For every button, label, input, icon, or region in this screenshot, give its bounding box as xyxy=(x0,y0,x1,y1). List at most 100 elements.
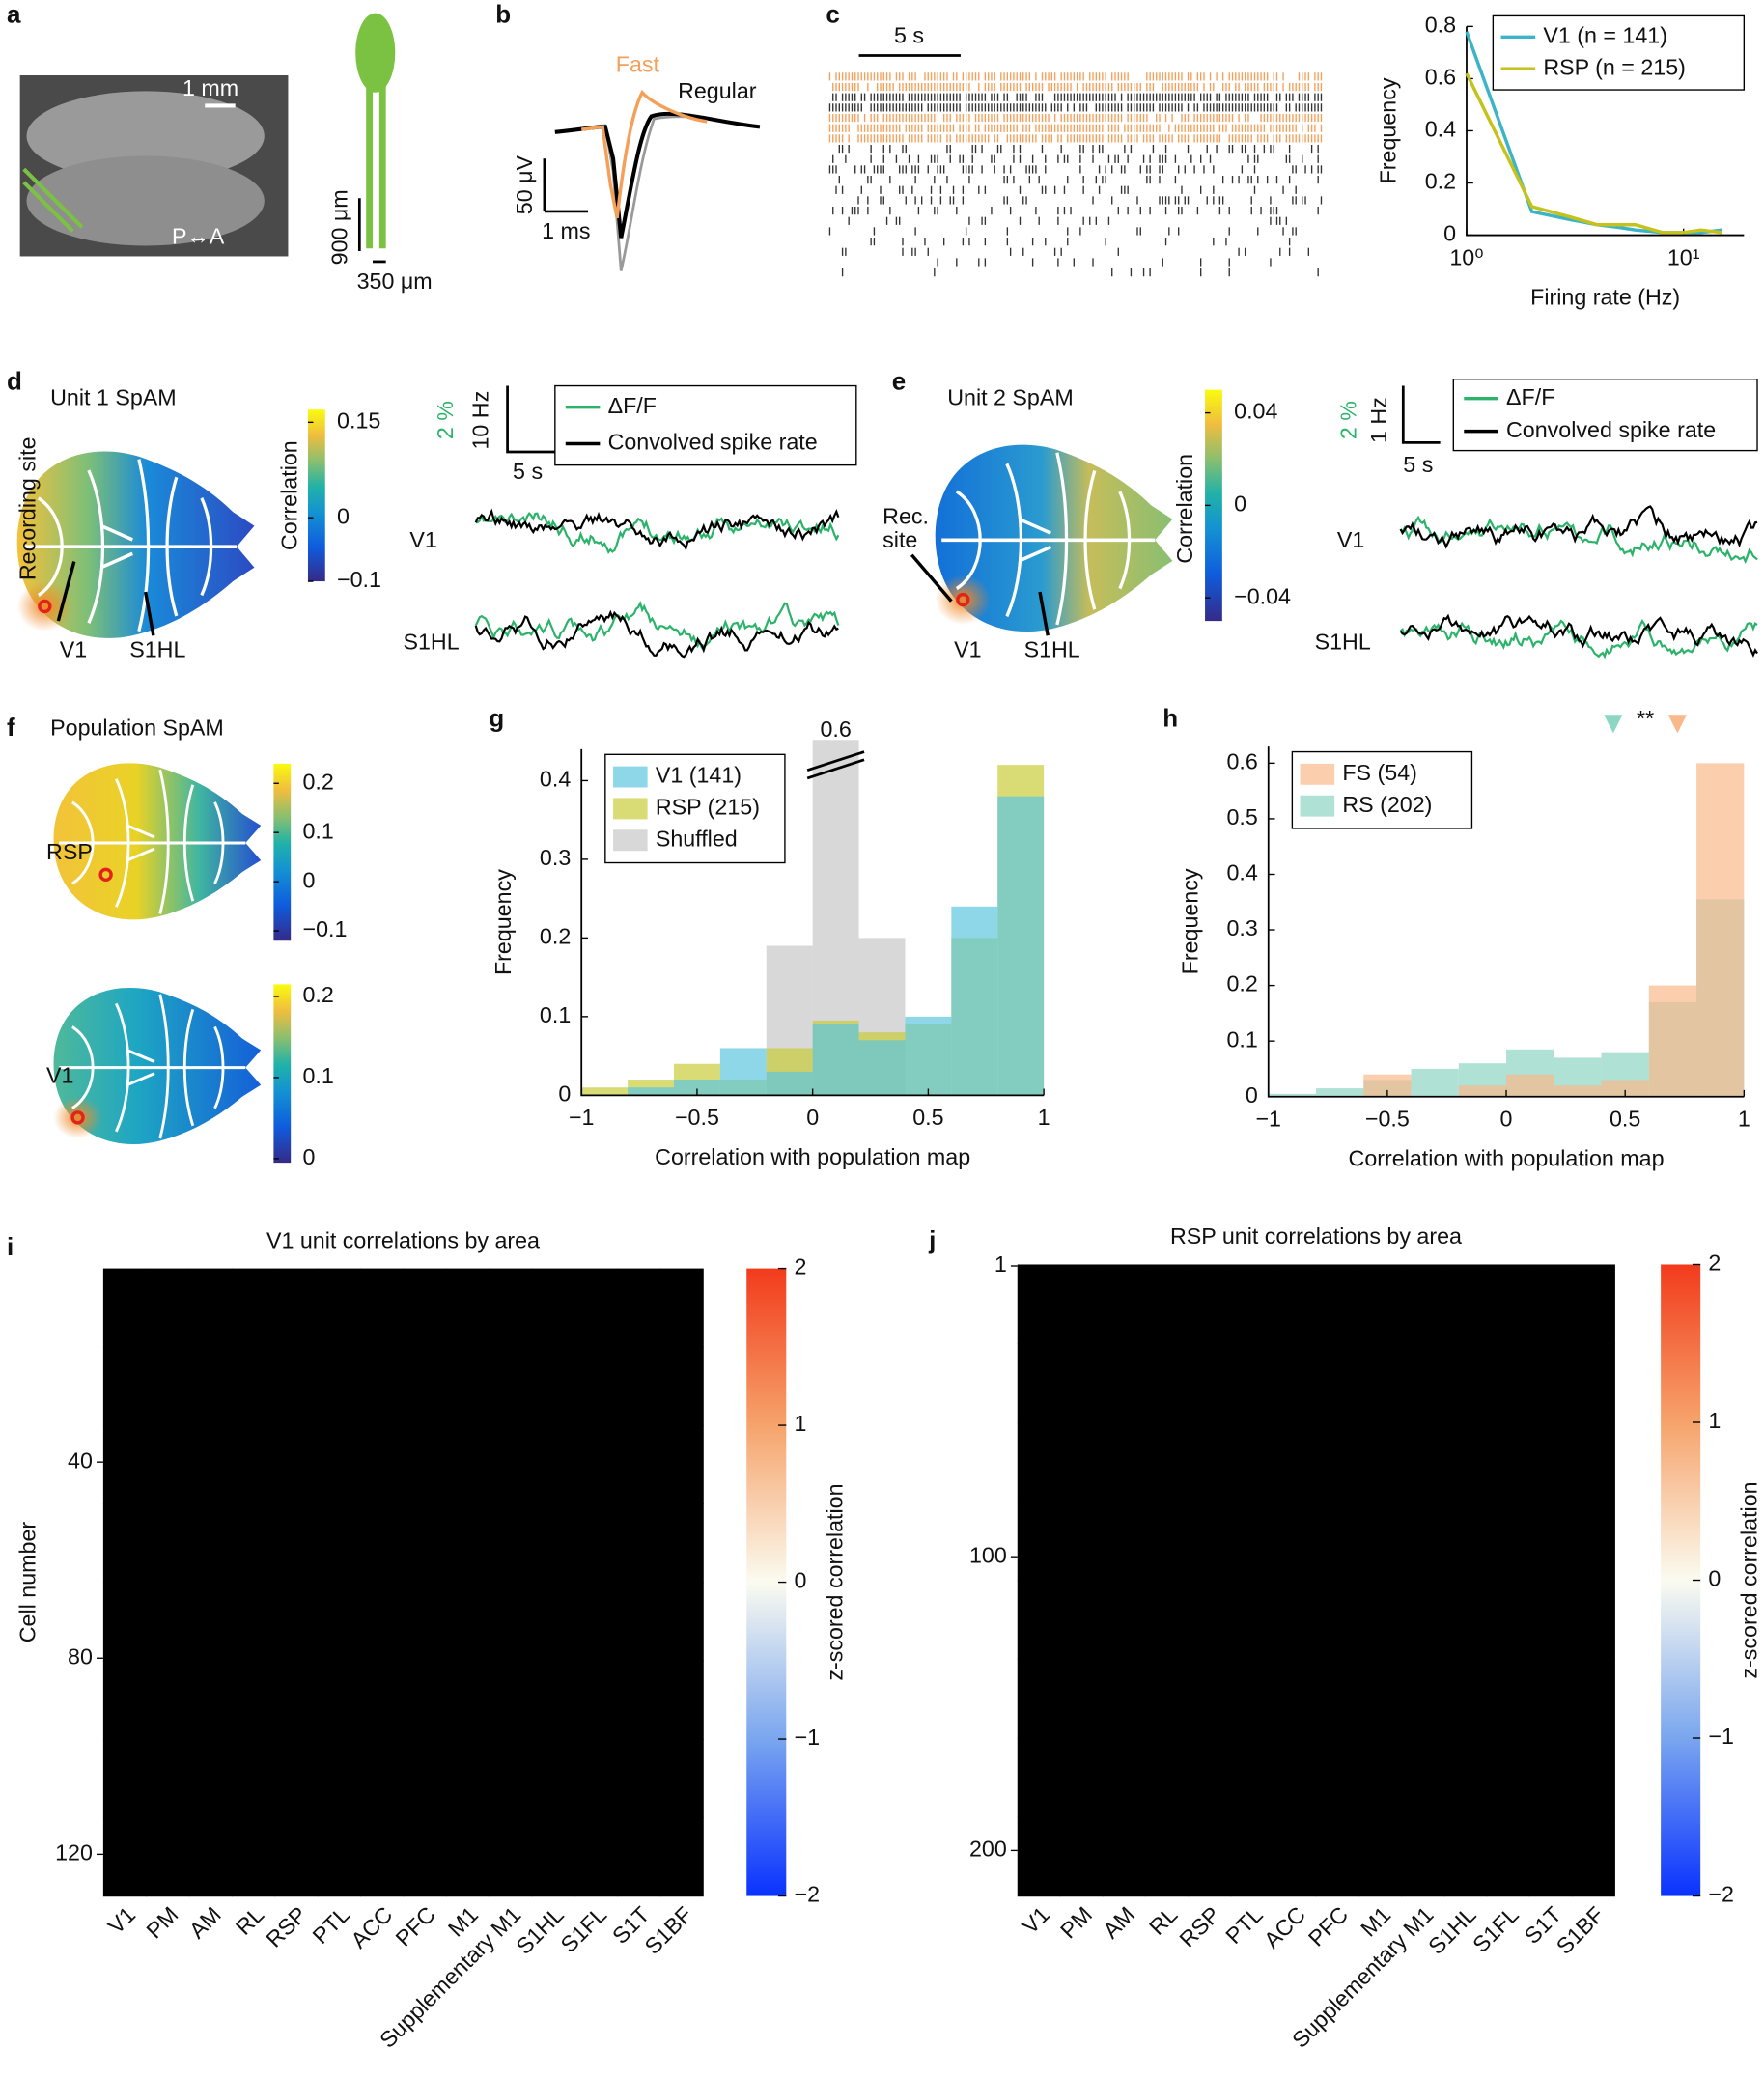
y-tick-label: 0.6 xyxy=(1226,749,1257,774)
heatmap-cell xyxy=(617,1817,661,1897)
heatmap-cell xyxy=(574,1503,619,1584)
heatmap-cell xyxy=(1017,1816,1061,1897)
panel-a xyxy=(19,13,396,264)
heatmap-cell xyxy=(1188,1343,1232,1423)
heatmap-cell xyxy=(1188,1738,1232,1818)
annotation: ** xyxy=(1637,706,1654,731)
heatmap-cell xyxy=(317,1503,361,1584)
heatmap-cell xyxy=(445,1660,490,1740)
legend-label: RS (202) xyxy=(1342,792,1432,817)
colorbar-tick-label: −1 xyxy=(1708,1724,1734,1749)
heatmap-cell xyxy=(531,1739,575,1818)
heatmap-cell xyxy=(1188,1264,1232,1344)
median-marker xyxy=(1604,715,1623,734)
heatmap-cell xyxy=(1273,1343,1317,1423)
heatmap-cell xyxy=(317,1739,361,1818)
legend-swatch xyxy=(1300,763,1335,785)
value-label: 0.6 xyxy=(820,716,851,742)
legend-label: ΔF/F xyxy=(608,393,657,418)
colorbar-tick-label: 0.1 xyxy=(302,1063,333,1088)
trace xyxy=(1399,515,1758,565)
heatmap-cell xyxy=(1572,1580,1615,1660)
bar xyxy=(1458,1085,1507,1097)
heatmap-cell xyxy=(403,1268,447,1348)
legend-box xyxy=(554,384,857,466)
heatmap-cell xyxy=(659,1660,704,1740)
axis-break xyxy=(806,750,865,780)
heatmap-cell xyxy=(1528,1421,1573,1502)
bar xyxy=(951,906,998,1096)
heatmap-cell xyxy=(146,1817,190,1897)
heatmap-cell xyxy=(317,1582,361,1662)
trace xyxy=(1399,505,1758,549)
x-tick-label: V1 xyxy=(103,1901,141,1939)
x-tick-label: S1HL xyxy=(1423,1901,1481,1959)
recording-site xyxy=(38,599,52,614)
heatmap-cell xyxy=(489,1817,533,1897)
bar xyxy=(997,796,1045,1096)
heatmap-cell xyxy=(1230,1343,1274,1423)
x-tick-label: PFC xyxy=(1303,1901,1353,1951)
scale-label: 2 % xyxy=(1336,401,1361,439)
heatmap-cell xyxy=(274,1739,319,1818)
heatmap-cell xyxy=(659,1425,704,1505)
x-tick-label: S1FL xyxy=(556,1901,612,1957)
heatmap-cell xyxy=(360,1425,405,1505)
heatmap-cell xyxy=(1059,1738,1104,1818)
heatmap-cell xyxy=(531,1268,575,1348)
heatmap-cell xyxy=(1103,1343,1146,1423)
heatmap-cell xyxy=(1315,1738,1359,1818)
chart-title: RSP unit correlations by area xyxy=(1170,1223,1462,1249)
heatmap-cell xyxy=(102,1268,147,1348)
bars xyxy=(581,740,1045,1096)
heatmap-cell xyxy=(1572,1738,1615,1818)
heatmap-cell xyxy=(1059,1816,1104,1897)
y-tick-label: 0 xyxy=(558,1081,571,1106)
heatmap-cell xyxy=(489,1425,533,1505)
map-label: RSP xyxy=(46,839,93,864)
colorbar-tick-label: −0.1 xyxy=(302,916,347,941)
heatmap-cell xyxy=(574,1346,619,1426)
site-label: Recording site xyxy=(14,436,40,580)
colorbar-tick-label: 1 xyxy=(1708,1408,1721,1433)
probe-shank xyxy=(366,79,374,249)
brain-hemisphere xyxy=(26,155,265,246)
heatmap-cell xyxy=(574,1660,619,1740)
heatmap-cell xyxy=(317,1425,361,1505)
heatmap-cell xyxy=(574,1425,619,1505)
trace-label: V1 xyxy=(409,527,436,552)
colorbar-label: z-scored correlation xyxy=(1736,1481,1761,1678)
heatmap-cell xyxy=(1528,1659,1573,1739)
heatmap-cell xyxy=(1315,1264,1359,1344)
heatmap-cell xyxy=(1145,1659,1190,1739)
x-tick-label: RSP xyxy=(261,1901,311,1951)
heatmap-cell xyxy=(317,1660,361,1740)
heatmap-cell xyxy=(531,1817,575,1897)
heatmap-cell xyxy=(1358,1580,1403,1660)
heatmap-cell xyxy=(445,1346,490,1426)
colorbar-tick-label: −0.04 xyxy=(1234,583,1291,608)
heatmap-cell xyxy=(1103,1264,1146,1344)
colorbar-tick-label: 0.2 xyxy=(302,982,333,1007)
area-label: V1 xyxy=(60,637,87,662)
heatmap-cell xyxy=(1486,1816,1530,1897)
heatmap-cell xyxy=(1486,1421,1530,1502)
x-tick-label: −1 xyxy=(569,1105,595,1130)
x-tick-label: PTL xyxy=(307,1901,354,1949)
heatmap-cell xyxy=(360,1739,405,1818)
colorbar-label: Correlation xyxy=(276,440,301,550)
colorbar-tick-label: 0 xyxy=(302,1144,315,1169)
heatmap-cell xyxy=(1145,1343,1190,1423)
heatmap-cell xyxy=(1572,1659,1615,1739)
heatmap-cell xyxy=(274,1582,319,1662)
waveform xyxy=(580,89,708,219)
heatmap-cell xyxy=(102,1425,147,1505)
x-tick-label: AM xyxy=(1098,1901,1139,1943)
heatmap-cell xyxy=(489,1739,533,1818)
y-tick-label: 0 xyxy=(1443,221,1456,246)
heatmap-cell xyxy=(445,1503,490,1584)
heatmap-cell xyxy=(1443,1501,1488,1582)
scale-label: 1 ms xyxy=(542,218,590,243)
heatmap-cell xyxy=(403,1817,447,1897)
chart-title: V1 unit correlations by area xyxy=(266,1227,540,1252)
